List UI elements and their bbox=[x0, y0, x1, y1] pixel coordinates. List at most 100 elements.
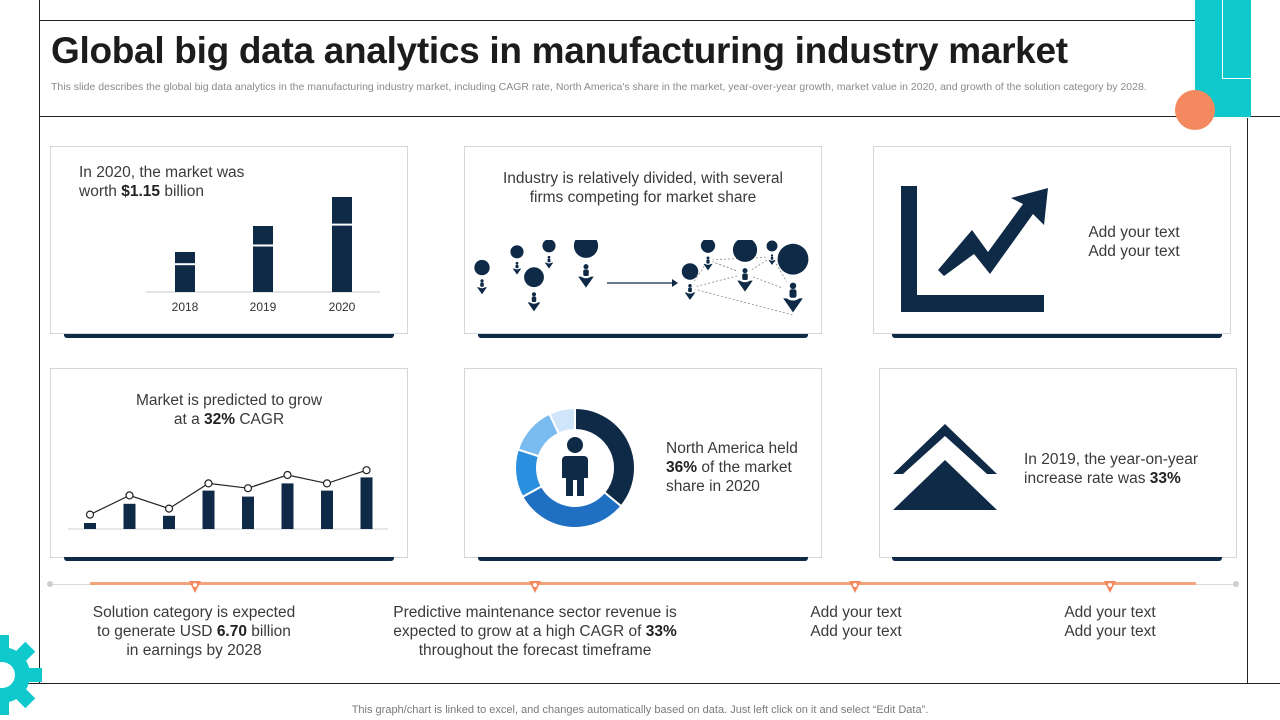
cagr-figure: 32% bbox=[204, 411, 236, 428]
cagr-combo-chart[interactable] bbox=[66, 460, 392, 535]
page-subtitle: This slide describes the global big data… bbox=[51, 81, 1147, 93]
timeline-item-line2: expected to grow at a high CAGR of 33% bbox=[370, 622, 700, 641]
gear-icon bbox=[0, 635, 42, 715]
footer-note: This graph/chart is linked to excel, and… bbox=[351, 704, 929, 716]
chart-bar bbox=[163, 515, 175, 529]
timeline-marker-icon bbox=[189, 581, 201, 593]
chart-point bbox=[164, 504, 174, 513]
cagr-line2-suffix: CAGR bbox=[235, 411, 285, 428]
cagr-line2-prefix: at a bbox=[173, 411, 205, 428]
timeline-item-line1: Add your text bbox=[1064, 604, 1156, 621]
timeline-item-line1: Predictive maintenance sector revenue is bbox=[393, 604, 677, 621]
market-value-line2: worth $1.15 billion bbox=[79, 182, 244, 201]
chart-bar bbox=[242, 496, 254, 529]
timeline-item-line2: to generate USD 6.70 billion bbox=[64, 622, 324, 641]
card-accent-bar bbox=[478, 557, 808, 561]
market-value-figure: $1.15 bbox=[121, 183, 161, 200]
timeline-start-dot bbox=[47, 581, 53, 587]
card-accent-bar bbox=[892, 557, 1222, 561]
chart-bar bbox=[281, 483, 294, 529]
yoy-text: In 2019, the year-on-year increase rate … bbox=[1024, 450, 1198, 488]
chart-point bbox=[85, 510, 95, 519]
north-america-text: North America held 36% of the market sha… bbox=[666, 439, 798, 496]
cagr-line1: Market is predicted to grow bbox=[135, 392, 323, 409]
teal-accent-outline bbox=[1222, 0, 1252, 79]
timeline-item-figure: 6.70 bbox=[216, 623, 247, 640]
trend-text: Add your text Add your text bbox=[1070, 223, 1198, 261]
industry-line2: firms competing for market share bbox=[529, 189, 757, 206]
orange-accent-circle bbox=[1175, 90, 1215, 130]
timeline-item-line2: Add your text bbox=[810, 623, 902, 640]
chart-point bbox=[204, 479, 213, 488]
market-value-bar-chart[interactable]: 2018 2019 2020 bbox=[140, 190, 390, 320]
footer-divider bbox=[0, 683, 1280, 684]
timeline-item-line3: throughout the forecast timeframe bbox=[418, 642, 652, 659]
card-accent-bar bbox=[64, 557, 394, 561]
chart-bar bbox=[123, 503, 136, 529]
person-icon bbox=[562, 437, 588, 496]
yoy-card[interactable] bbox=[879, 368, 1237, 558]
location-network-illustration bbox=[474, 240, 809, 316]
market-value-line2-suffix: billion bbox=[160, 183, 204, 200]
north-america-line2-suffix: of the market bbox=[697, 459, 792, 476]
market-value-text: In 2020, the market was worth $1.15 bill… bbox=[79, 163, 244, 201]
location-pin-icon bbox=[700, 240, 716, 271]
location-pin-icon bbox=[474, 259, 490, 295]
timeline-item-line1: Solution category is expected bbox=[92, 604, 296, 621]
industry-card[interactable] bbox=[464, 146, 822, 334]
location-pin-icon bbox=[777, 243, 809, 313]
chart-slice bbox=[548, 406, 576, 435]
north-america-figure: 36% bbox=[666, 459, 698, 476]
market-value-line1: In 2020, the market was bbox=[79, 164, 245, 181]
card-accent-bar bbox=[892, 334, 1222, 338]
industry-line1: Industry is relatively divided, with sev… bbox=[503, 170, 783, 187]
chart-bar-divider bbox=[175, 263, 195, 266]
chart-slice bbox=[574, 406, 636, 508]
chart-bar bbox=[253, 226, 273, 292]
chart-tick-label: 2019 bbox=[250, 300, 277, 314]
north-america-line1: North America held bbox=[666, 440, 798, 457]
timeline-line bbox=[90, 582, 1196, 585]
timeline-item-line3: in earnings by 2028 bbox=[126, 642, 262, 659]
chart-bar-divider bbox=[253, 244, 273, 247]
chart-bar bbox=[202, 490, 215, 529]
double-chevron-up-icon bbox=[893, 424, 997, 510]
location-pin-icon bbox=[542, 240, 556, 269]
frame-top-line bbox=[39, 20, 1199, 21]
chart-point bbox=[322, 479, 332, 488]
north-america-line2: 36% of the market bbox=[666, 458, 798, 477]
timeline-marker-icon bbox=[849, 581, 861, 593]
yoy-line1: In 2019, the year-on-year bbox=[1024, 451, 1199, 468]
market-value-line2-prefix: worth bbox=[79, 183, 122, 200]
chart-point bbox=[125, 491, 134, 500]
chart-bar bbox=[332, 197, 352, 292]
timeline-item: Add your text Add your text bbox=[786, 603, 926, 641]
chart-point bbox=[362, 466, 371, 475]
timeline-marker-icon bbox=[1104, 581, 1116, 593]
timeline-item-line2-prefix: to generate USD bbox=[97, 623, 217, 640]
location-pin-icon bbox=[573, 240, 599, 288]
timeline-marker-icon bbox=[529, 581, 541, 593]
header-divider bbox=[39, 116, 1280, 117]
trend-line1: Add your text bbox=[1088, 224, 1180, 241]
cagr-text: Market is predicted to grow at a 32% CAG… bbox=[50, 391, 408, 429]
timeline-end-dot bbox=[1233, 581, 1239, 587]
growth-chart-icon bbox=[901, 186, 1048, 312]
chart-series-line bbox=[89, 469, 367, 516]
north-america-donut-chart[interactable] bbox=[510, 403, 640, 533]
yoy-figure: 33% bbox=[1149, 470, 1181, 487]
chart-point bbox=[243, 484, 253, 493]
frame-right-line bbox=[1247, 118, 1248, 684]
location-pin-icon bbox=[510, 245, 524, 275]
yoy-line2-prefix: increase rate was bbox=[1024, 470, 1150, 487]
yoy-line2: increase rate was 33% bbox=[1024, 469, 1198, 488]
location-pin-icon bbox=[766, 240, 778, 265]
chart-point bbox=[283, 470, 292, 480]
chart-tick-label: 2018 bbox=[172, 300, 199, 314]
chart-bar bbox=[360, 477, 373, 529]
card-accent-bar bbox=[64, 334, 394, 338]
north-america-line3: share in 2020 bbox=[666, 478, 760, 495]
timeline-item: Solution category is expected to generat… bbox=[64, 603, 324, 660]
timeline-item: Predictive maintenance sector revenue is… bbox=[370, 603, 700, 660]
timeline-item-figure: 33% bbox=[645, 623, 677, 640]
